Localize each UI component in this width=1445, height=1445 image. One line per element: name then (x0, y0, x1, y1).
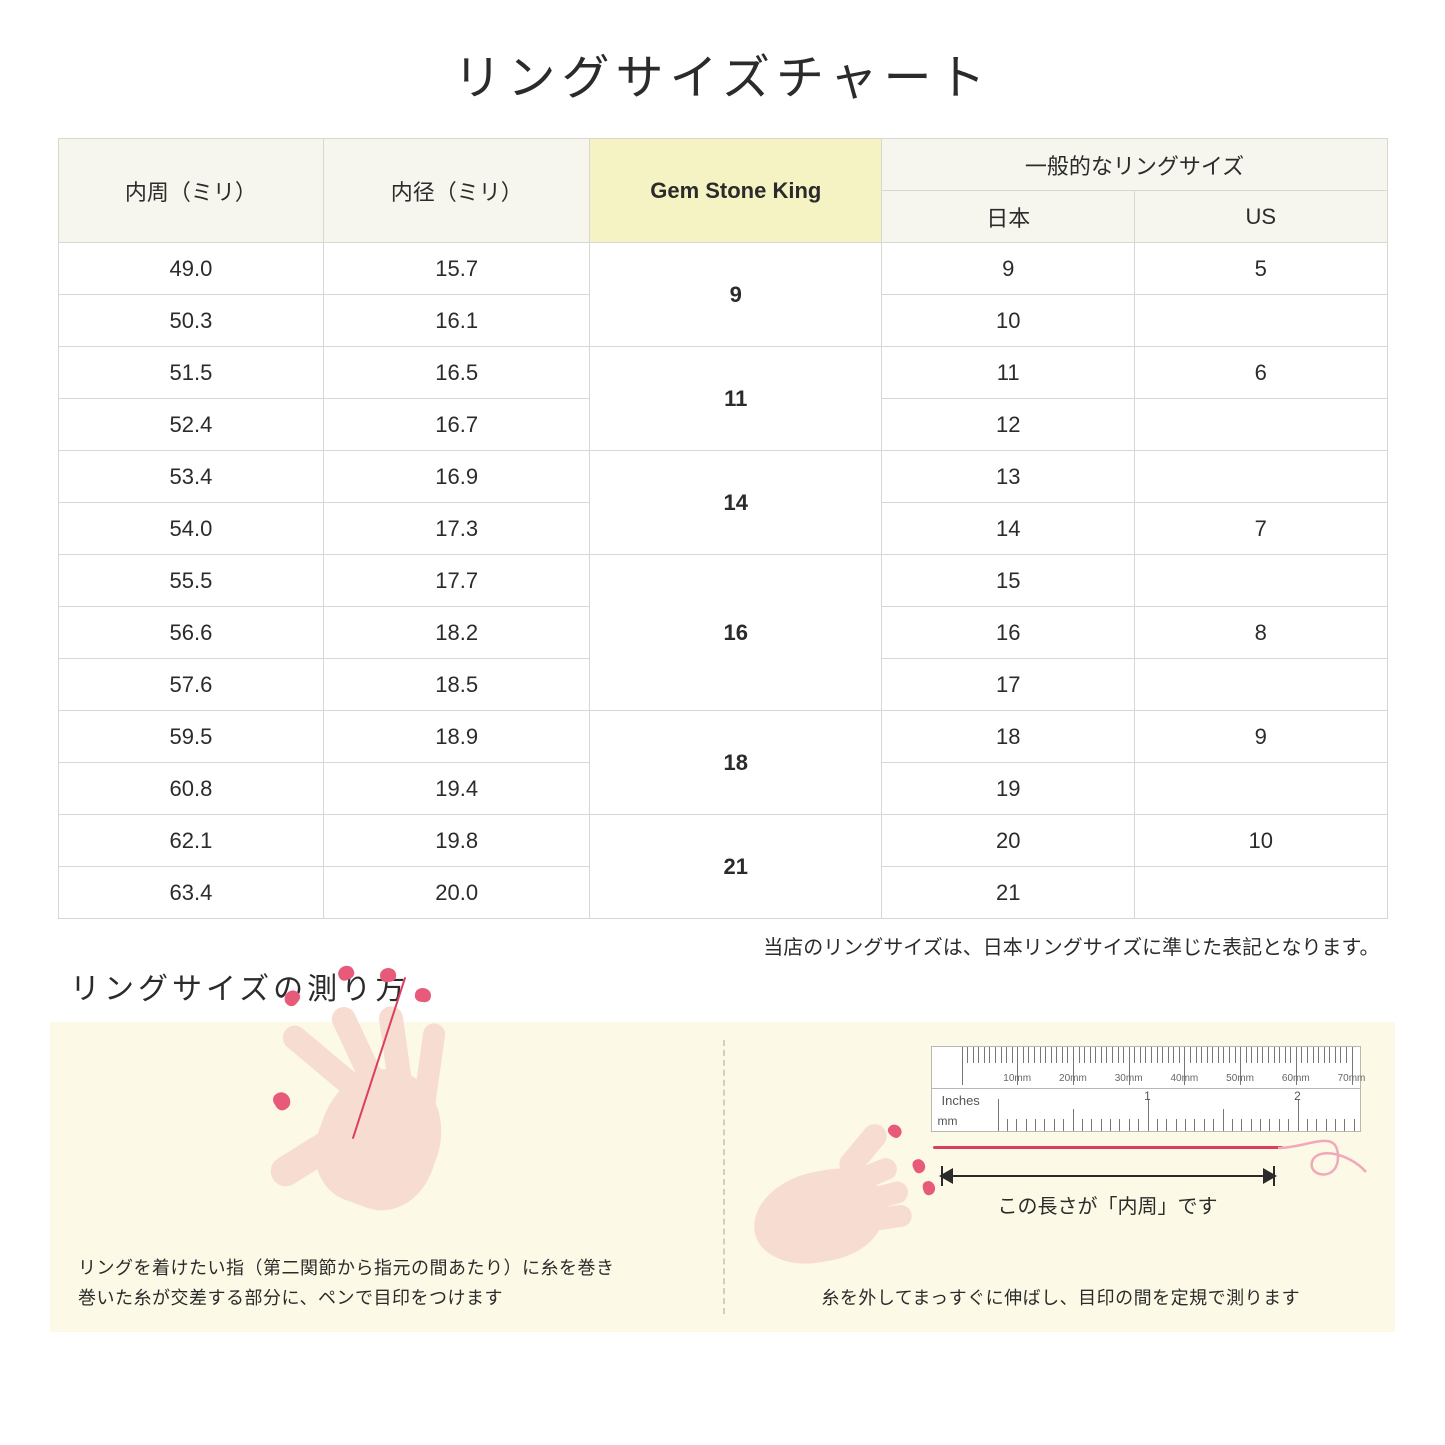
col-circumference: 内周（ミリ） (58, 139, 324, 243)
page-title: リングサイズチャート (0, 0, 1445, 138)
cell-gsk: 18 (590, 711, 882, 815)
cell-circumference: 52.4 (58, 399, 324, 451)
cell-jp: 17 (882, 659, 1135, 711)
cell-diameter: 18.5 (324, 659, 590, 711)
table-row: 55.517.71615 (58, 555, 1387, 607)
thread-line (933, 1146, 1283, 1149)
cell-circumference: 55.5 (58, 555, 324, 607)
table-row: 59.518.918189 (58, 711, 1387, 763)
cell-diameter: 16.9 (324, 451, 590, 503)
cell-diameter: 19.4 (324, 763, 590, 815)
cell-jp: 9 (882, 243, 1135, 295)
cell-gsk: 21 (590, 815, 882, 919)
cell-diameter: 19.8 (324, 815, 590, 867)
col-diameter: 内径（ミリ） (324, 139, 590, 243)
cell-circumference: 56.6 (58, 607, 324, 659)
size-chart-table: 内周（ミリ） 内径（ミリ） Gem Stone King 一般的なリングサイズ … (58, 138, 1388, 919)
table-row: 53.416.91413 (58, 451, 1387, 503)
col-us: US (1134, 191, 1387, 243)
cell-jp: 15 (882, 555, 1135, 607)
cell-us: 5 (1134, 243, 1387, 295)
cell-jp: 14 (882, 503, 1135, 555)
table-row: 51.516.511116 (58, 347, 1387, 399)
table-row: 49.015.7995 (58, 243, 1387, 295)
cell-diameter: 16.1 (324, 295, 590, 347)
instructions-panel: リングを着けたい指（第二関節から指元の間あたり）に糸を巻き 巻いた糸が交差する部… (50, 1022, 1395, 1332)
cell-diameter: 18.2 (324, 607, 590, 659)
cell-circumference: 60.8 (58, 763, 324, 815)
cell-diameter: 17.7 (324, 555, 590, 607)
dimension-line (941, 1168, 1275, 1184)
dimension-label: この長さが「内周」です (941, 1190, 1275, 1219)
cell-jp: 10 (882, 295, 1135, 347)
thread-curl (1278, 1122, 1368, 1192)
cell-jp: 13 (882, 451, 1135, 503)
cell-diameter: 16.7 (324, 399, 590, 451)
step-1-text: リングを着けたい指（第二関節から指元の間あたり）に糸を巻き 巻いた糸が交差する部… (78, 1253, 699, 1314)
cell-gsk: 14 (590, 451, 882, 555)
cell-diameter: 20.0 (324, 867, 590, 919)
cell-circumference: 59.5 (58, 711, 324, 763)
cell-us: 6 (1134, 347, 1387, 399)
cell-circumference: 63.4 (58, 867, 324, 919)
cell-jp: 12 (882, 399, 1135, 451)
cell-us: 10 (1134, 815, 1387, 867)
cell-diameter: 18.9 (324, 711, 590, 763)
cell-jp: 16 (882, 607, 1135, 659)
cell-circumference: 62.1 (58, 815, 324, 867)
step-2-text: 糸を外してまっすぐに伸ばし、目印の間を定規で測ります (751, 1283, 1372, 1314)
cell-circumference: 51.5 (58, 347, 324, 399)
cell-us: 9 (1134, 711, 1387, 763)
col-jp: 日本 (882, 191, 1135, 243)
cell-us (1134, 399, 1387, 451)
hand-illustration-right (733, 1132, 953, 1272)
footnote: 当店のリングサイズは、日本リングサイズに準じた表記となります。 (58, 931, 1388, 960)
cell-jp: 18 (882, 711, 1135, 763)
cell-circumference: 57.6 (58, 659, 324, 711)
cell-jp: 11 (882, 347, 1135, 399)
cell-diameter: 15.7 (324, 243, 590, 295)
panel-step-1: リングを着けたい指（第二関節から指元の間あたり）に糸を巻き 巻いた糸が交差する部… (50, 1022, 723, 1332)
col-gsk: Gem Stone King (590, 139, 882, 243)
cell-us (1134, 295, 1387, 347)
cell-diameter: 17.3 (324, 503, 590, 555)
cell-gsk: 9 (590, 243, 882, 347)
cell-us: 7 (1134, 503, 1387, 555)
cell-us: 8 (1134, 607, 1387, 659)
table-row: 62.119.8212010 (58, 815, 1387, 867)
cell-us (1134, 659, 1387, 711)
cell-jp: 21 (882, 867, 1135, 919)
panel-step-2: 10mm20mm30mm40mm50mm60mm70mm mm Inches 1… (723, 1022, 1396, 1332)
cell-jp: 19 (882, 763, 1135, 815)
how-to-title: リングサイズの測り方 (70, 964, 1445, 1008)
cell-us (1134, 867, 1387, 919)
cell-circumference: 50.3 (58, 295, 324, 347)
cell-gsk: 11 (590, 347, 882, 451)
cell-diameter: 16.5 (324, 347, 590, 399)
cell-jp: 20 (882, 815, 1135, 867)
hand-illustration-left (220, 1028, 540, 1238)
cell-us (1134, 555, 1387, 607)
ruler-illustration: 10mm20mm30mm40mm50mm60mm70mm mm Inches 1… (931, 1046, 1361, 1132)
cell-circumference: 53.4 (58, 451, 324, 503)
cell-circumference: 49.0 (58, 243, 324, 295)
cell-circumference: 54.0 (58, 503, 324, 555)
col-general-group: 一般的なリングサイズ (882, 139, 1387, 191)
cell-us (1134, 763, 1387, 815)
cell-gsk: 16 (590, 555, 882, 711)
cell-us (1134, 451, 1387, 503)
